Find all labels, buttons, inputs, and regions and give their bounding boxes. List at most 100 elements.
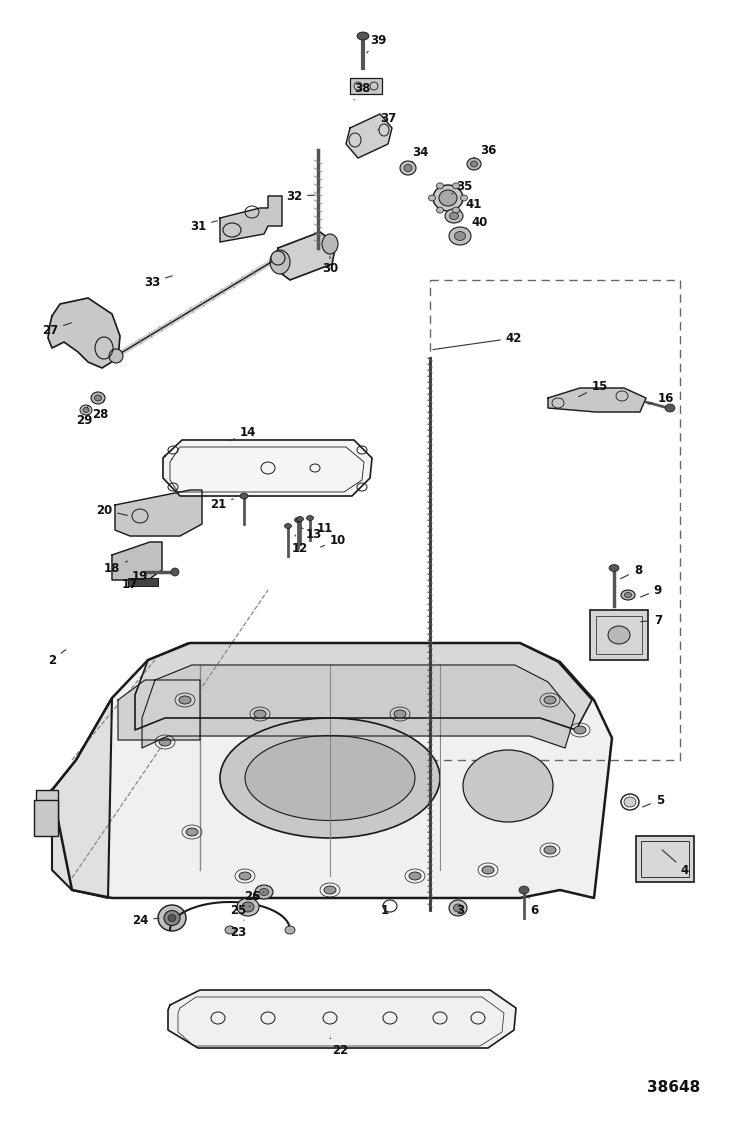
Text: 28: 28: [92, 400, 108, 420]
Ellipse shape: [186, 828, 198, 836]
Ellipse shape: [254, 710, 266, 718]
Ellipse shape: [467, 158, 481, 170]
Ellipse shape: [665, 405, 675, 412]
Bar: [596, 616, 642, 654]
Ellipse shape: [470, 160, 478, 167]
Text: 42: 42: [433, 331, 522, 349]
Polygon shape: [142, 664, 575, 748]
Text: 41: 41: [460, 198, 482, 210]
Text: 25: 25: [230, 904, 250, 916]
Text: 16: 16: [649, 391, 674, 405]
Bar: [641, 841, 689, 877]
Text: 34: 34: [412, 146, 428, 162]
Ellipse shape: [220, 718, 440, 838]
Text: 23: 23: [230, 920, 246, 939]
Ellipse shape: [452, 207, 460, 214]
Ellipse shape: [295, 518, 302, 522]
Ellipse shape: [409, 872, 421, 880]
Ellipse shape: [625, 592, 632, 598]
Ellipse shape: [460, 195, 467, 201]
Bar: [128, 579, 158, 586]
Ellipse shape: [463, 750, 553, 822]
Ellipse shape: [449, 227, 471, 245]
Text: 4: 4: [662, 850, 689, 877]
Text: 30: 30: [322, 257, 338, 275]
Ellipse shape: [445, 209, 463, 223]
Text: 29: 29: [76, 406, 92, 426]
Text: 26: 26: [244, 889, 264, 903]
Bar: [590, 610, 648, 660]
Text: 24: 24: [132, 913, 159, 927]
Text: 6: 6: [529, 897, 538, 916]
Polygon shape: [52, 698, 112, 898]
Text: 36: 36: [474, 144, 496, 158]
Ellipse shape: [239, 872, 251, 880]
Ellipse shape: [436, 183, 443, 189]
Text: 5: 5: [643, 793, 664, 807]
Text: 11: 11: [310, 522, 333, 534]
Ellipse shape: [168, 914, 176, 921]
Ellipse shape: [428, 195, 436, 201]
Ellipse shape: [240, 493, 248, 499]
Ellipse shape: [237, 898, 259, 916]
Ellipse shape: [158, 905, 186, 931]
Ellipse shape: [454, 904, 463, 912]
Text: 17: 17: [122, 577, 146, 591]
Ellipse shape: [109, 349, 123, 363]
Ellipse shape: [394, 710, 406, 718]
Polygon shape: [112, 542, 162, 580]
Ellipse shape: [544, 846, 556, 854]
Ellipse shape: [245, 736, 415, 820]
Polygon shape: [48, 298, 120, 368]
Ellipse shape: [454, 232, 466, 241]
Ellipse shape: [284, 523, 292, 529]
Text: 33: 33: [144, 276, 172, 288]
Ellipse shape: [621, 590, 635, 600]
Ellipse shape: [94, 396, 101, 401]
Ellipse shape: [404, 165, 412, 172]
Ellipse shape: [171, 568, 179, 576]
Text: 21: 21: [210, 497, 233, 511]
Text: 37: 37: [378, 112, 396, 130]
Ellipse shape: [179, 696, 191, 704]
Ellipse shape: [285, 925, 295, 935]
Ellipse shape: [436, 207, 443, 214]
Text: 18: 18: [104, 562, 128, 574]
Text: 3: 3: [456, 897, 464, 916]
Polygon shape: [115, 490, 202, 536]
Text: 12: 12: [292, 534, 308, 555]
Text: 13: 13: [302, 528, 322, 541]
Polygon shape: [163, 440, 372, 496]
Text: 20: 20: [96, 504, 128, 516]
Ellipse shape: [449, 212, 458, 219]
Ellipse shape: [164, 911, 180, 925]
Ellipse shape: [296, 516, 304, 522]
Ellipse shape: [225, 925, 235, 935]
Text: 22: 22: [330, 1038, 348, 1057]
Text: 15: 15: [578, 380, 608, 397]
Text: 2: 2: [48, 650, 66, 667]
Ellipse shape: [519, 886, 529, 894]
Ellipse shape: [357, 32, 369, 40]
Text: 19: 19: [132, 570, 154, 582]
Ellipse shape: [449, 899, 467, 916]
Ellipse shape: [255, 885, 273, 899]
Polygon shape: [168, 990, 516, 1048]
Ellipse shape: [322, 234, 338, 254]
Ellipse shape: [324, 886, 336, 894]
Ellipse shape: [91, 392, 105, 405]
Polygon shape: [548, 388, 646, 412]
Ellipse shape: [452, 183, 460, 189]
Text: 40: 40: [466, 216, 488, 228]
Ellipse shape: [400, 160, 416, 175]
Polygon shape: [118, 680, 200, 740]
Ellipse shape: [159, 738, 171, 746]
Polygon shape: [346, 114, 392, 158]
Ellipse shape: [544, 696, 556, 704]
Ellipse shape: [433, 185, 463, 211]
Text: 31: 31: [190, 219, 217, 233]
Ellipse shape: [439, 190, 457, 206]
Text: 7: 7: [640, 614, 662, 626]
Ellipse shape: [271, 251, 285, 266]
Ellipse shape: [574, 725, 586, 734]
